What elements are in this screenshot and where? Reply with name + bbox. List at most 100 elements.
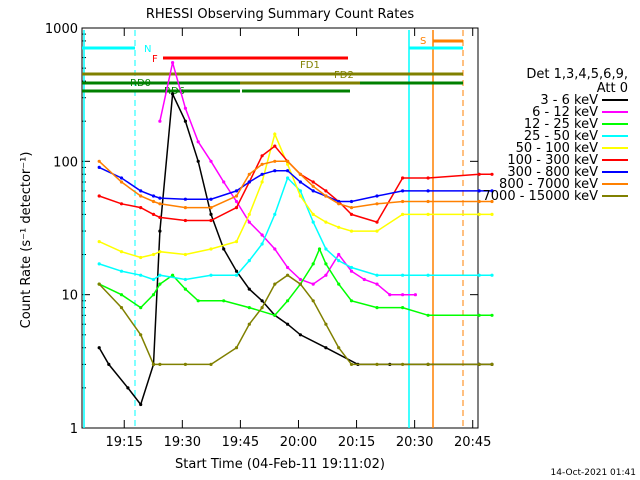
data-point: [311, 180, 315, 184]
annotation-fd1: FD1: [300, 60, 320, 71]
data-point: [426, 212, 430, 216]
data-point: [298, 189, 302, 193]
data-point: [490, 212, 494, 216]
data-point: [234, 240, 239, 244]
data-point: [298, 333, 302, 337]
data-point: [222, 180, 226, 184]
plot-frame: [81, 27, 479, 429]
annotation-s: S: [420, 36, 426, 47]
data-point: [260, 162, 264, 166]
data-point: [349, 212, 354, 216]
data-point: [477, 172, 481, 176]
legend-label-3: 25 - 50 keV: [524, 129, 598, 144]
data-point: [286, 273, 290, 277]
legend-label-5: 100 - 300 keV: [507, 153, 598, 168]
data-point: [260, 154, 264, 158]
data-point: [273, 212, 277, 216]
series-line-6: [98, 166, 492, 203]
x-tick-label: 19:30: [164, 435, 201, 450]
data-point: [349, 269, 354, 273]
data-point: [260, 180, 264, 184]
data-point: [337, 225, 341, 229]
data-point: [234, 273, 239, 277]
data-point: [286, 322, 290, 326]
data-point: [337, 202, 341, 206]
data-point: [183, 218, 187, 223]
data-point: [324, 189, 328, 193]
data-point: [337, 199, 341, 204]
data-point: [222, 299, 226, 303]
data-point: [477, 362, 481, 366]
data-point: [97, 165, 101, 169]
data-point: [119, 269, 124, 273]
data-point: [260, 233, 264, 237]
data-point: [151, 199, 156, 204]
data-point: [337, 259, 341, 263]
data-point: [286, 299, 290, 303]
data-point: [490, 273, 494, 277]
data-point: [97, 282, 101, 286]
data-point: [426, 199, 430, 204]
data-point: [286, 162, 290, 166]
data-point: [139, 333, 143, 337]
data-point: [375, 282, 379, 286]
data-point: [139, 255, 143, 260]
data-point: [209, 159, 213, 163]
data-point: [401, 293, 405, 297]
timestamp: 14-Oct-2021 01:41: [551, 468, 636, 478]
data-point: [151, 362, 156, 366]
data-point: [375, 220, 379, 224]
data-point: [286, 176, 290, 180]
data-point: [337, 346, 341, 350]
data-point: [401, 212, 405, 216]
data-point: [209, 212, 213, 216]
data-point: [158, 229, 162, 233]
data-point: [171, 92, 175, 96]
data-point: [388, 293, 392, 297]
data-point: [349, 199, 354, 204]
data-point: [286, 265, 290, 270]
data-point: [273, 169, 277, 173]
data-point: [247, 172, 251, 176]
data-point: [337, 252, 341, 257]
legend-subtitle: Att 0: [597, 81, 628, 96]
data-point: [158, 202, 162, 206]
data-point: [247, 212, 251, 216]
data-point: [183, 252, 187, 257]
legend-title: Det 1,3,4,5,6,9,: [526, 67, 628, 82]
y-tick-label: 1000: [45, 22, 78, 37]
legend-label-6: 300 - 800 keV: [507, 165, 598, 180]
data-point: [260, 299, 264, 303]
data-point: [151, 293, 156, 297]
data-point: [401, 176, 405, 180]
data-point: [209, 362, 213, 366]
data-point: [375, 202, 379, 206]
data-point: [375, 362, 379, 366]
data-point: [139, 189, 143, 193]
data-point: [183, 197, 187, 201]
data-point: [375, 306, 379, 310]
data-point: [234, 194, 239, 198]
data-point: [260, 306, 264, 310]
x-tick-label: 19:15: [106, 435, 143, 450]
data-point: [426, 189, 430, 193]
data-point: [349, 299, 354, 303]
x-axis-label: Start Time (04-Feb-11 19:11:02): [175, 457, 385, 472]
data-point: [234, 346, 239, 350]
data-point: [375, 273, 379, 277]
data-point: [234, 189, 239, 193]
data-point: [247, 287, 251, 291]
data-point: [97, 194, 101, 198]
data-point: [158, 250, 162, 254]
data-point: [273, 144, 277, 148]
x-tick-label: 20:45: [454, 435, 491, 450]
data-point: [126, 386, 130, 390]
data-point: [171, 273, 175, 277]
data-point: [375, 194, 379, 198]
data-point: [209, 197, 213, 201]
data-point: [234, 269, 239, 273]
series-line-4: [98, 131, 492, 259]
data-point: [119, 176, 124, 180]
y-tick-label: 100: [53, 155, 78, 170]
data-point: [426, 273, 430, 277]
